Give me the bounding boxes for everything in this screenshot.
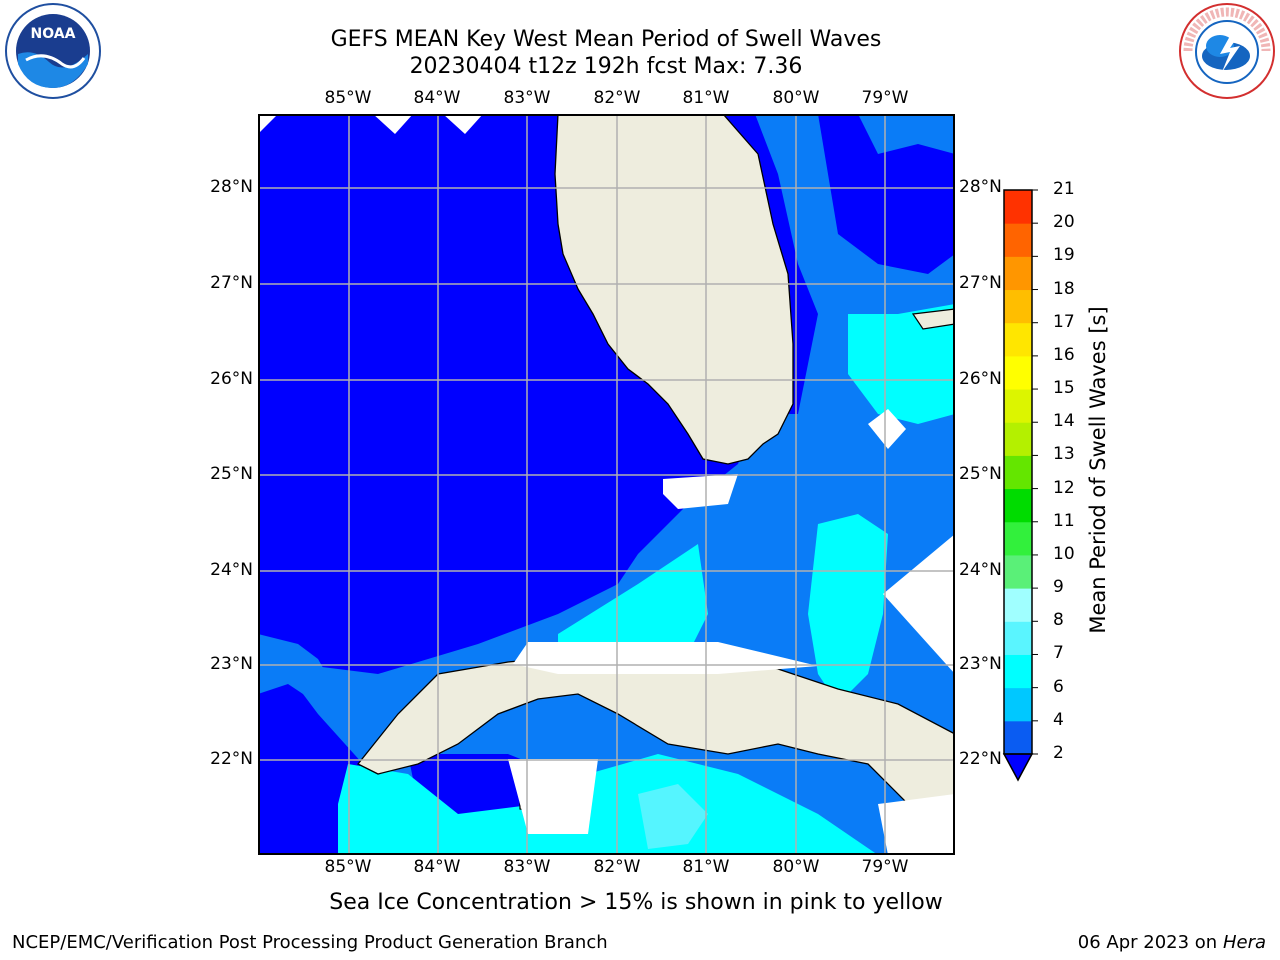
lat-label-left: 23°N — [210, 654, 253, 674]
nws-logo — [1179, 3, 1275, 99]
colorbar-tick-label: 4 — [1053, 709, 1064, 730]
colorbar-segment — [1004, 488, 1032, 523]
colorbar-segment — [1004, 190, 1032, 224]
lon-label-top: 81°W — [682, 88, 730, 108]
graticule — [258, 114, 955, 855]
mask-nodata-cuba-n — [513, 642, 818, 674]
mask-nodata-nw — [258, 114, 278, 134]
colorbar-frame — [1003, 189, 1033, 755]
lon-label-top: 79°W — [861, 88, 909, 108]
colorbar-segment — [1004, 389, 1032, 423]
mask-nodata-keys — [663, 474, 738, 509]
colorbar-segment — [1004, 455, 1032, 490]
colorbar-tick-label: 17 — [1053, 311, 1075, 332]
lat-label-left: 27°N — [210, 273, 253, 293]
lat-label-right: 24°N — [959, 560, 1002, 580]
colorbar-segment — [1004, 621, 1032, 655]
colorbar-tick-label: 7 — [1053, 643, 1064, 664]
colorbar-tick-label: 16 — [1053, 344, 1075, 365]
map-frame — [258, 114, 955, 855]
colorbar-tick-label: 9 — [1053, 577, 1064, 598]
colorbar — [1002, 189, 1038, 782]
colorbar-segment — [1004, 654, 1032, 689]
colorbar-segment — [1004, 521, 1032, 556]
colorbar-tick-label: 12 — [1053, 477, 1075, 498]
lon-label-top: 84°W — [413, 88, 461, 108]
colorbar-segment — [1004, 588, 1032, 622]
noaa-logo: NOAA — [5, 3, 101, 99]
sea-ice-note: Sea Ice Concentration > 15% is shown in … — [329, 890, 943, 915]
lat-label-right: 23°N — [959, 654, 1002, 674]
colorbar-segment — [1004, 554, 1032, 589]
footer-credit: NCEP/EMC/Verification Post Processing Pr… — [12, 932, 608, 953]
colorbar-tick-label: 10 — [1053, 543, 1075, 564]
lon-label-top: 82°W — [593, 88, 641, 108]
colorbar-segment — [1004, 322, 1032, 357]
lat-label-left: 24°N — [210, 560, 253, 580]
colorbar-segment — [1004, 256, 1032, 291]
lat-label-left: 28°N — [210, 177, 253, 197]
colorbar-label: Mean Period of Swell Waves [s] — [1086, 306, 1110, 634]
lon-label-bottom: 81°W — [682, 857, 730, 877]
lon-label-bottom: 85°W — [324, 857, 372, 877]
lon-label-bottom: 84°W — [413, 857, 461, 877]
lon-label-top: 80°W — [772, 88, 820, 108]
swell-band-4-6-central — [558, 544, 708, 674]
mask-nodata-n1 — [373, 114, 413, 134]
colorbar-tick-label: 8 — [1053, 610, 1064, 631]
lon-label-top: 85°W — [324, 88, 372, 108]
swell-band-4-6-east — [848, 304, 955, 424]
colorbar-segment — [1004, 687, 1032, 722]
colorbar-segment — [1004, 223, 1032, 257]
swell-band-4-6-se — [808, 514, 888, 704]
lon-label-top: 83°W — [503, 88, 551, 108]
lat-label-right: 28°N — [959, 177, 1002, 197]
colorbar-tick-label: 15 — [1053, 378, 1075, 399]
colorbar-segment — [1004, 355, 1032, 390]
lat-label-left: 26°N — [210, 369, 253, 389]
colorbar-segment — [1004, 720, 1032, 755]
lat-label-left: 25°N — [210, 464, 253, 484]
lat-label-left: 22°N — [210, 749, 253, 769]
lon-label-bottom: 80°W — [772, 857, 820, 877]
colorbar-tick-label: 13 — [1053, 444, 1075, 465]
lon-label-bottom: 82°W — [593, 857, 641, 877]
swell-deep-ne — [818, 114, 955, 274]
swell-band-2-4-west — [258, 634, 338, 704]
lat-label-right: 25°N — [959, 464, 1002, 484]
mask-nodata-n2 — [443, 114, 483, 134]
swell-band-6-7-spot — [638, 784, 708, 849]
colorbar-segment — [1004, 289, 1032, 324]
colorbar-segment — [1004, 422, 1032, 456]
lat-label-right: 26°N — [959, 369, 1002, 389]
lat-label-right: 27°N — [959, 273, 1002, 293]
lat-label-right: 22°N — [959, 749, 1002, 769]
land-bahamas — [911, 308, 955, 330]
mask-nodata-s — [508, 759, 598, 834]
footer-host: Hera — [1222, 932, 1266, 953]
colorbar-tick-label: 19 — [1053, 245, 1075, 266]
colorbar-tick-label: 2 — [1053, 743, 1064, 763]
noaa-logo-text: NOAA — [31, 26, 76, 42]
lon-label-bottom: 83°W — [503, 857, 551, 877]
land-florida — [554, 114, 794, 465]
lon-label-bottom: 79°W — [861, 857, 909, 877]
colorbar-tick-label: 11 — [1053, 510, 1075, 531]
footer-date: 06 Apr 2023 on Hera — [1078, 932, 1266, 953]
colorbar-tick-label: 20 — [1053, 212, 1075, 233]
colorbar-extend-arrow — [1002, 753, 1034, 782]
chart-subtitle: 20230404 t12z 192h fcst Max: 7.36 — [409, 54, 803, 79]
colorbar-tick-label: 14 — [1053, 411, 1075, 432]
colorbar-tick-label: 21 — [1053, 179, 1075, 199]
mask-nodata-e — [868, 409, 906, 449]
mask-nodata-se — [883, 534, 955, 674]
mask-nodata-sse — [878, 794, 955, 855]
footer-date-text: 06 Apr 2023 on — [1077, 932, 1223, 953]
chart-title: GEFS MEAN Key West Mean Period of Swell … — [330, 27, 882, 52]
colorbar-tick-label: 6 — [1053, 676, 1064, 697]
colorbar-tick-label: 18 — [1053, 278, 1075, 299]
swell-band-4-6-sw — [338, 754, 878, 855]
